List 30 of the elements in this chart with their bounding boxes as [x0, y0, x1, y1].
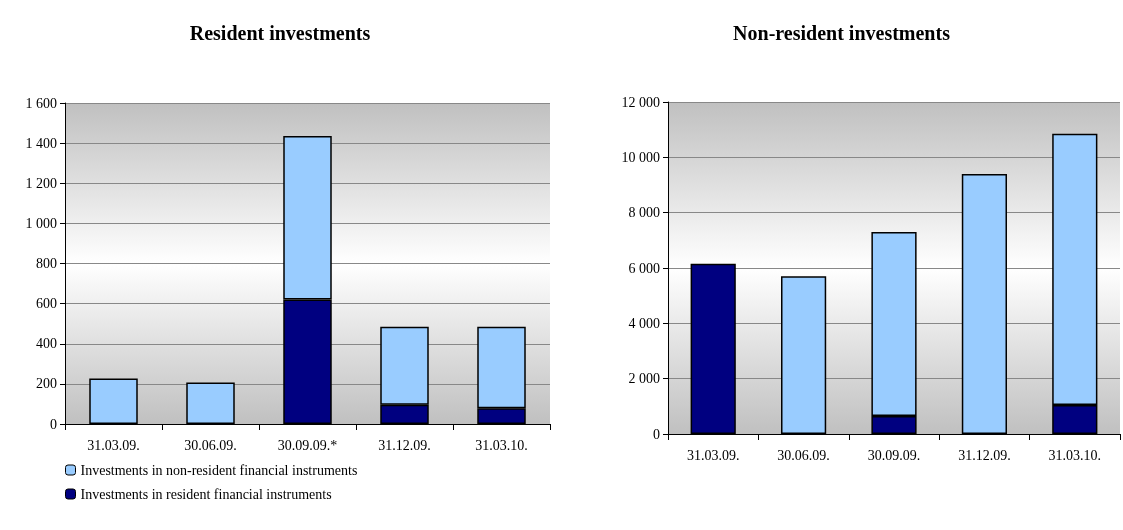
x-tick-label: 31.03.10. — [475, 437, 528, 453]
y-tick-label: 200 — [36, 376, 57, 392]
x-tick-label: 30.06.09. — [777, 447, 830, 463]
x-tick-label: 30.09.09. — [867, 447, 921, 463]
y-tick-label: 1 000 — [25, 215, 57, 231]
y-tick-label: 600 — [36, 296, 57, 312]
legend-label: Investments in resident financial instruments — [80, 486, 332, 502]
chart-title: Non-resident investments — [733, 22, 951, 44]
y-tick-label: 0 — [50, 416, 57, 432]
x-tick-label: 30.09.09.* — [277, 437, 338, 453]
y-tick-label: 6 000 — [628, 260, 660, 276]
x-tick-label: 31.03.09. — [686, 447, 740, 463]
y-tick-label: 400 — [36, 336, 57, 352]
y-tick-label: 1 200 — [25, 175, 57, 191]
y-tick-label: 2 000 — [628, 371, 660, 387]
y-tick-label: 4 000 — [628, 315, 660, 331]
x-tick-label: 31.03.09. — [87, 437, 140, 453]
x-tick-label: 31.12.09. — [958, 447, 1011, 463]
x-tick-label: 31.12.09. — [378, 437, 431, 453]
y-tick-label: 800 — [36, 256, 57, 271]
y-tick-label: 12 000 — [621, 94, 660, 110]
y-tick-label: 1 600 — [25, 95, 57, 111]
y-tick-label: 8 000 — [628, 205, 660, 221]
x-tick-label: 31.03.10. — [1048, 447, 1102, 463]
x-tick-label: 30.06.09. — [184, 437, 237, 453]
y-tick-label: 10 000 — [621, 149, 660, 165]
chart-title: Resident investments — [189, 22, 371, 44]
legend-label: Investments in non-resident financial instruments — [80, 462, 358, 478]
y-tick-label: 0 — [653, 426, 660, 442]
y-tick-label: 1 400 — [25, 135, 57, 151]
